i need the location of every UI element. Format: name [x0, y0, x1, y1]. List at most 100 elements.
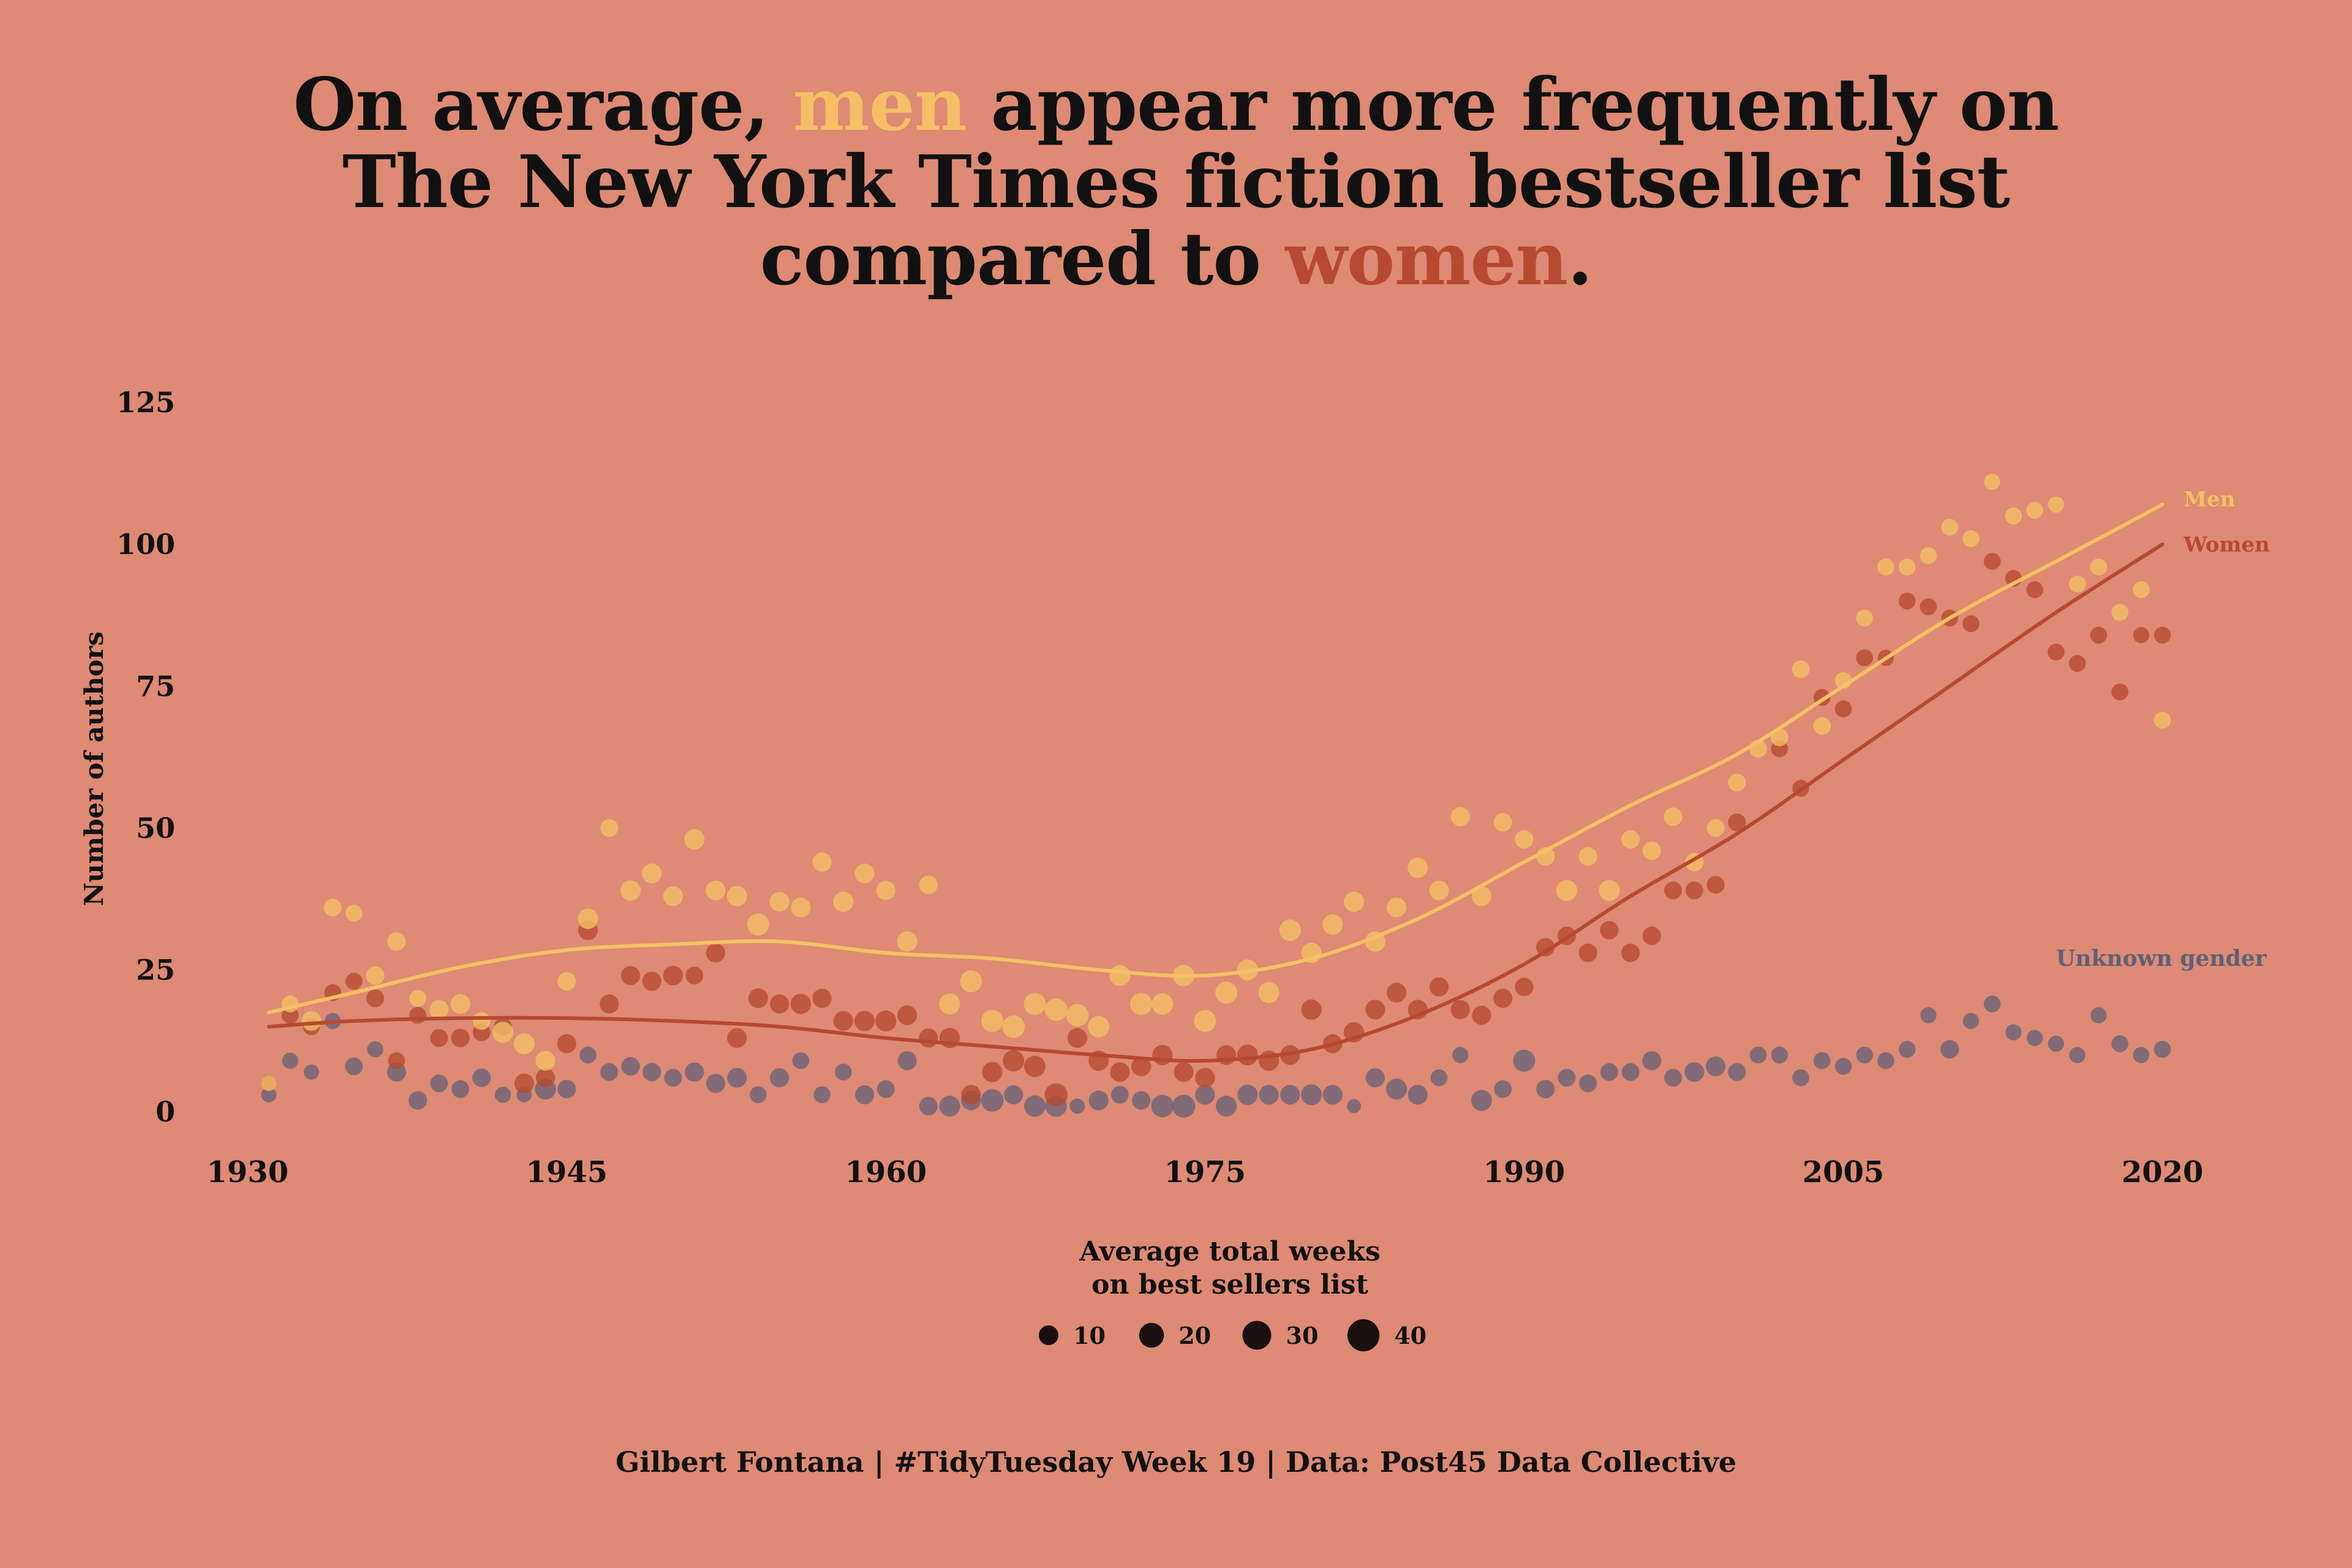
point-women [770, 994, 790, 1014]
point-unknown [1322, 1085, 1343, 1105]
point-women [600, 994, 619, 1014]
data-points [261, 473, 2171, 1118]
point-women [1003, 1050, 1025, 1072]
point-unknown [1365, 1068, 1385, 1088]
point-women [833, 1011, 853, 1031]
point-men [450, 994, 470, 1014]
point-unknown [1983, 995, 2001, 1012]
point-unknown [1834, 1058, 1852, 1075]
point-men [1258, 982, 1280, 1003]
point-unknown [1813, 1052, 1831, 1069]
point-men [2111, 604, 2128, 621]
point-unknown [897, 1051, 917, 1071]
point-unknown [1004, 1085, 1023, 1104]
label-men: Men [2184, 488, 2235, 512]
point-unknown [1088, 1090, 1109, 1110]
legend-circle [1242, 1321, 1272, 1350]
point-unknown [1237, 1084, 1258, 1105]
point-unknown [1792, 1069, 1809, 1087]
point-men [2026, 502, 2043, 519]
title-line-1: On average, men appear more frequently o… [0, 66, 2352, 143]
point-women [1856, 649, 1873, 666]
point-men [1599, 880, 1620, 901]
point-women [1472, 1006, 1491, 1025]
point-men [769, 892, 790, 912]
title-text: compared to [760, 216, 1286, 301]
point-unknown [367, 1041, 383, 1058]
point-unknown [835, 1063, 852, 1081]
point-men [1002, 1015, 1025, 1038]
point-women [1237, 1044, 1258, 1066]
point-unknown [1940, 1040, 1959, 1059]
point-unknown [1898, 1041, 1916, 1058]
point-unknown [1452, 1047, 1469, 1063]
point-women [812, 989, 832, 1008]
point-men [1962, 530, 1980, 548]
x-tick-label: 1975 [1164, 1155, 1246, 1189]
point-unknown [1195, 1085, 1215, 1105]
point-men [1877, 558, 1894, 576]
legend-circle [1038, 1325, 1059, 1346]
point-women [430, 1029, 448, 1047]
point-men [261, 1076, 277, 1091]
point-women [1493, 989, 1513, 1008]
point-unknown [1621, 1063, 1640, 1081]
point-women [514, 1073, 534, 1093]
point-men [578, 908, 598, 929]
title-highlight-men: men [793, 62, 967, 147]
point-women [663, 965, 683, 986]
point-women [790, 993, 811, 1014]
point-women [2154, 627, 2171, 644]
point-unknown [451, 1080, 470, 1098]
point-unknown [1877, 1052, 1894, 1069]
point-unknown [1110, 1085, 1129, 1104]
point-men [726, 886, 747, 907]
point-unknown [1301, 1084, 1322, 1106]
point-women [388, 1052, 405, 1069]
point-unknown [1579, 1074, 1597, 1093]
point-women [2026, 581, 2043, 598]
series-labels: Men Women Unknown gender [2056, 488, 2270, 971]
point-women [2111, 683, 2128, 701]
point-men [2068, 575, 2086, 593]
point-unknown [304, 1064, 319, 1080]
point-men [1792, 660, 1810, 678]
legend-title: on best sellers list [1091, 1269, 1368, 1300]
point-women [854, 1011, 875, 1031]
point-unknown [1430, 1069, 1448, 1087]
point-women [727, 1028, 747, 1048]
point-men [1556, 880, 1577, 901]
point-unknown [2026, 1030, 2043, 1046]
point-unknown [1216, 1095, 1237, 1117]
point-men [1471, 886, 1491, 907]
point-women [1536, 938, 1555, 957]
point-unknown [939, 1095, 960, 1117]
point-unknown [1920, 1007, 1937, 1023]
point-men [1429, 880, 1449, 900]
point-women [1920, 598, 1937, 616]
point-women [1983, 552, 2001, 570]
point-unknown [1172, 1095, 1196, 1118]
point-unknown [770, 1068, 790, 1088]
point-unknown [643, 1063, 662, 1082]
point-men [876, 881, 895, 900]
point-men [600, 819, 619, 837]
point-women [1044, 1083, 1068, 1107]
point-men [1322, 914, 1343, 935]
point-women [1728, 813, 1746, 832]
point-unknown [2069, 1047, 2086, 1063]
point-women [982, 1061, 1003, 1082]
y-axis-label: Number of authors [79, 631, 109, 906]
point-women [1386, 982, 1407, 1003]
point-women [685, 967, 704, 985]
point-women [1621, 943, 1640, 962]
x-tick-label: 1945 [526, 1155, 608, 1189]
point-women [1515, 978, 1534, 997]
point-women [1024, 1055, 1046, 1077]
point-women [706, 943, 725, 963]
point-unknown [855, 1085, 875, 1104]
legend-circle [1347, 1319, 1380, 1352]
point-unknown [919, 1096, 938, 1115]
point-unknown [579, 1046, 597, 1064]
point-men [897, 931, 918, 952]
